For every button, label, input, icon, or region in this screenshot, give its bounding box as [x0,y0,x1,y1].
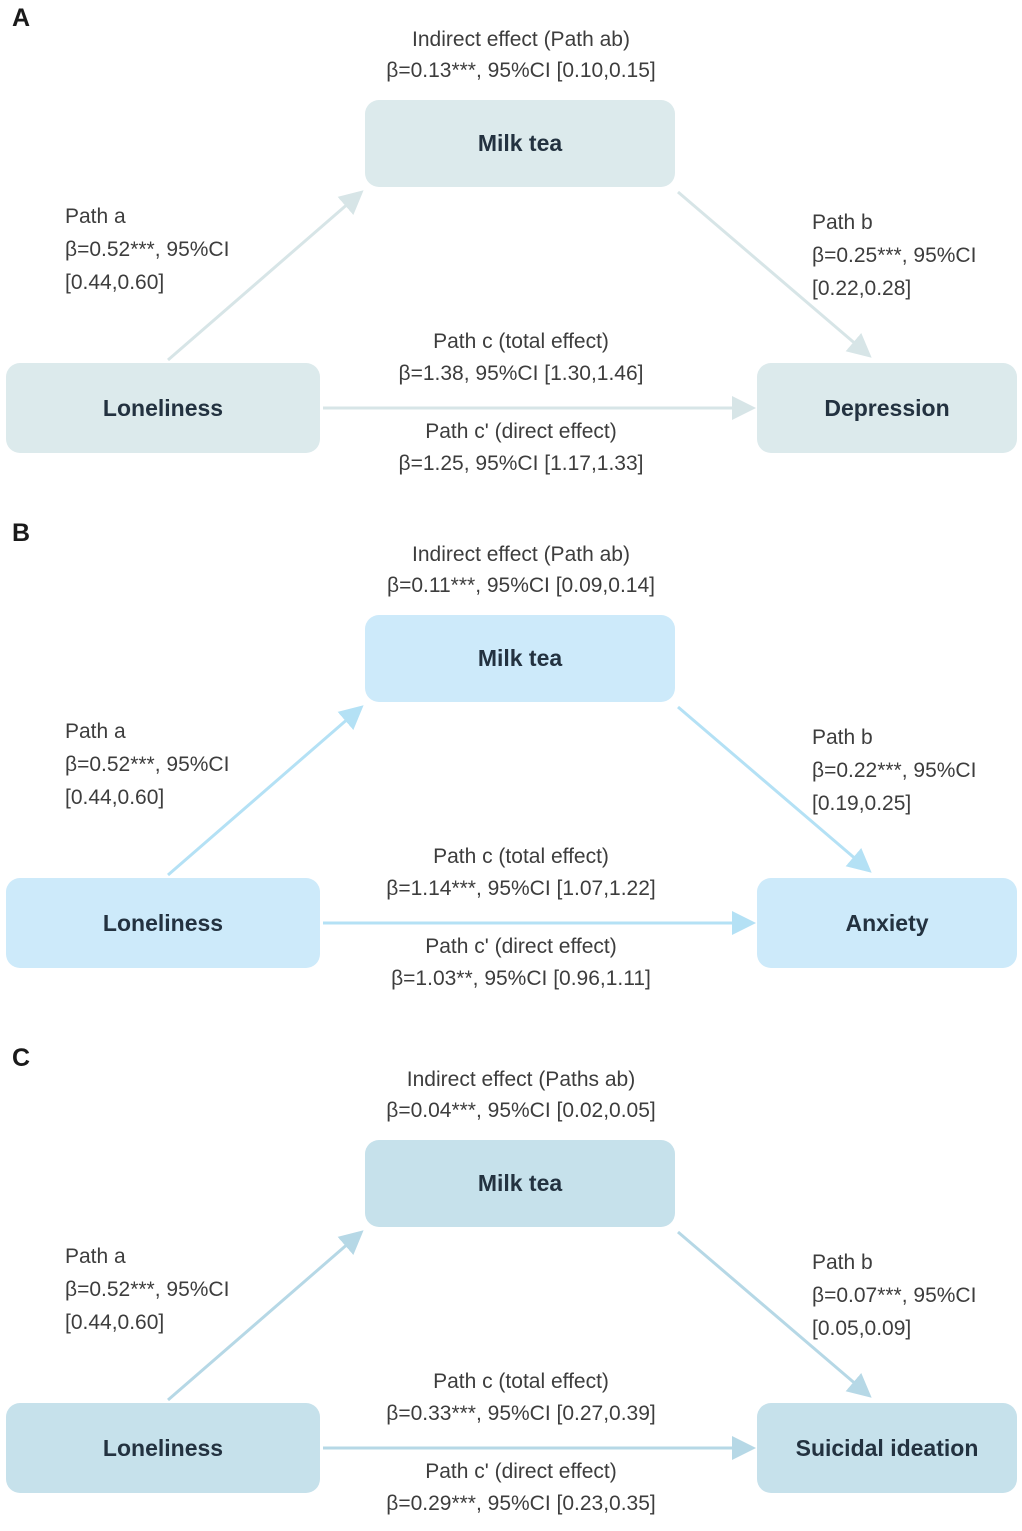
indirect-effect-title: Indirect effect (Paths ab) [406,1068,636,1091]
indirect-effect-text: Indirect effect (Paths ab) β=0.04***, 95… [251,1064,791,1126]
predictor-node: Loneliness [6,1403,320,1493]
path-a-title: Path a [65,720,126,743]
outcome-label: Depression [824,394,950,421]
indirect-effect-text: Indirect effect (Path ab) β=0.11***, 95%… [251,539,791,601]
path-c-label: Path c (total effect) β=0.33***, 95%CI [… [251,1366,791,1430]
path-c-prime-value: β=1.03**, 95%CI [0.96,1.11] [391,967,651,990]
path-arrows [167,1230,872,1460]
predictor-node: Loneliness [6,878,320,968]
path-a-arrow [167,705,364,877]
path-c-prime-title: Path c' (direct effect) [425,420,617,443]
indirect-effect-title: Indirect effect (Path ab) [412,28,630,51]
path-c-value: β=0.33***, 95%CI [0.27,0.39] [386,1402,656,1425]
path-arrows [167,705,872,935]
path-b-title: Path b [812,1251,873,1274]
path-a-beta: β=0.52***, 95%CI [65,1278,230,1301]
path-a-ci: [0.44,0.60] [65,786,165,809]
path-a-arrow [167,1230,364,1402]
mediator-label: Milk tea [477,645,563,671]
path-b-label: Path b β=0.07***, 95%CI [0.05,0.09] [812,1246,1022,1345]
panel-label: B [12,519,31,547]
mediation-panel-b: B Indirect effect (Path ab) β=0.11***, 9… [0,515,1022,1040]
path-c-prime-label: Path c' (direct effect) β=1.25, 95%CI [1… [251,416,791,480]
path-c-label: Path c (total effect) β=1.38, 95%CI [1.3… [251,326,791,390]
path-c-value: β=1.14***, 95%CI [1.07,1.22] [386,877,656,900]
indirect-effect-title: Indirect effect (Path ab) [412,543,630,566]
outcome-node: Depression [757,363,1017,453]
path-b-arrow [677,1230,872,1398]
path-b-arrow [677,190,872,358]
outcome-label: Suicidal ideation [795,1434,979,1461]
path-a-arrow [167,190,364,362]
path-arrows [167,190,872,420]
predictor-node: Loneliness [6,363,320,453]
path-c-prime-label: Path c' (direct effect) β=1.03**, 95%CI … [251,931,791,995]
mediator-label: Milk tea [477,130,563,156]
path-b-ci: [0.22,0.28] [812,277,912,300]
path-c-label: Path c (total effect) β=1.14***, 95%CI [… [251,841,791,905]
predictor-label: Loneliness [102,909,224,936]
mediator-node: Milk tea [365,615,675,702]
outcome-node: Anxiety [757,878,1017,968]
path-c-prime-value: β=0.29***, 95%CI [0.23,0.35] [386,1492,656,1515]
path-a-beta: β=0.52***, 95%CI [65,753,230,776]
path-a-beta: β=0.52***, 95%CI [65,238,230,261]
path-b-beta: β=0.07***, 95%CI [812,1284,977,1307]
outcome-node: Suicidal ideation [757,1403,1017,1493]
path-a-label: Path a β=0.52***, 95%CI [0.44,0.60] [65,715,229,814]
path-a-label: Path a β=0.52***, 95%CI [0.44,0.60] [65,200,229,299]
path-b-title: Path b [812,726,873,749]
mediator-node: Milk tea [365,100,675,187]
path-b-beta: β=0.22***, 95%CI [812,759,977,782]
predictor-label: Loneliness [102,394,224,421]
path-c-prime-title: Path c' (direct effect) [425,935,617,958]
path-a-ci: [0.44,0.60] [65,1311,165,1334]
path-c-title: Path c (total effect) [433,1370,609,1393]
path-b-arrow [677,705,872,873]
indirect-effect-text: Indirect effect (Path ab) β=0.13***, 95%… [251,24,791,86]
predictor-label: Loneliness [102,1434,224,1461]
path-b-ci: [0.05,0.09] [812,1317,912,1340]
path-c-value: β=1.38, 95%CI [1.30,1.46] [398,362,644,385]
path-a-title: Path a [65,1245,126,1268]
path-b-ci: [0.19,0.25] [812,792,912,815]
path-b-label: Path b β=0.22***, 95%CI [0.19,0.25] [812,721,1022,820]
path-b-title: Path b [812,211,873,234]
path-a-label: Path a β=0.52***, 95%CI [0.44,0.60] [65,1240,229,1339]
path-c-prime-title: Path c' (direct effect) [425,1460,617,1483]
mediation-panel-c: C Indirect effect (Paths ab) β=0.04***, … [0,1040,1022,1531]
indirect-effect-value: β=0.11***, 95%CI [0.09,0.14] [387,574,655,597]
path-c-title: Path c (total effect) [433,330,609,353]
panel-label: A [12,4,31,32]
path-a-title: Path a [65,205,126,228]
indirect-effect-value: β=0.13***, 95%CI [0.10,0.15] [386,59,656,82]
mediator-node: Milk tea [365,1140,675,1227]
path-c-prime-value: β=1.25, 95%CI [1.17,1.33] [398,452,644,475]
panel-label: C [12,1044,31,1072]
indirect-effect-value: β=0.04***, 95%CI [0.02,0.05] [386,1099,656,1122]
path-b-label: Path b β=0.25***, 95%CI [0.22,0.28] [812,206,1022,305]
mediator-label: Milk tea [477,1170,563,1196]
path-c-title: Path c (total effect) [433,845,609,868]
outcome-label: Anxiety [845,909,929,936]
path-a-ci: [0.44,0.60] [65,271,165,294]
path-c-prime-label: Path c' (direct effect) β=0.29***, 95%CI… [251,1456,791,1520]
path-b-beta: β=0.25***, 95%CI [812,244,977,267]
mediation-panel-a: A Indirect effect (Path ab) β=0.13***, 9… [0,0,1022,515]
